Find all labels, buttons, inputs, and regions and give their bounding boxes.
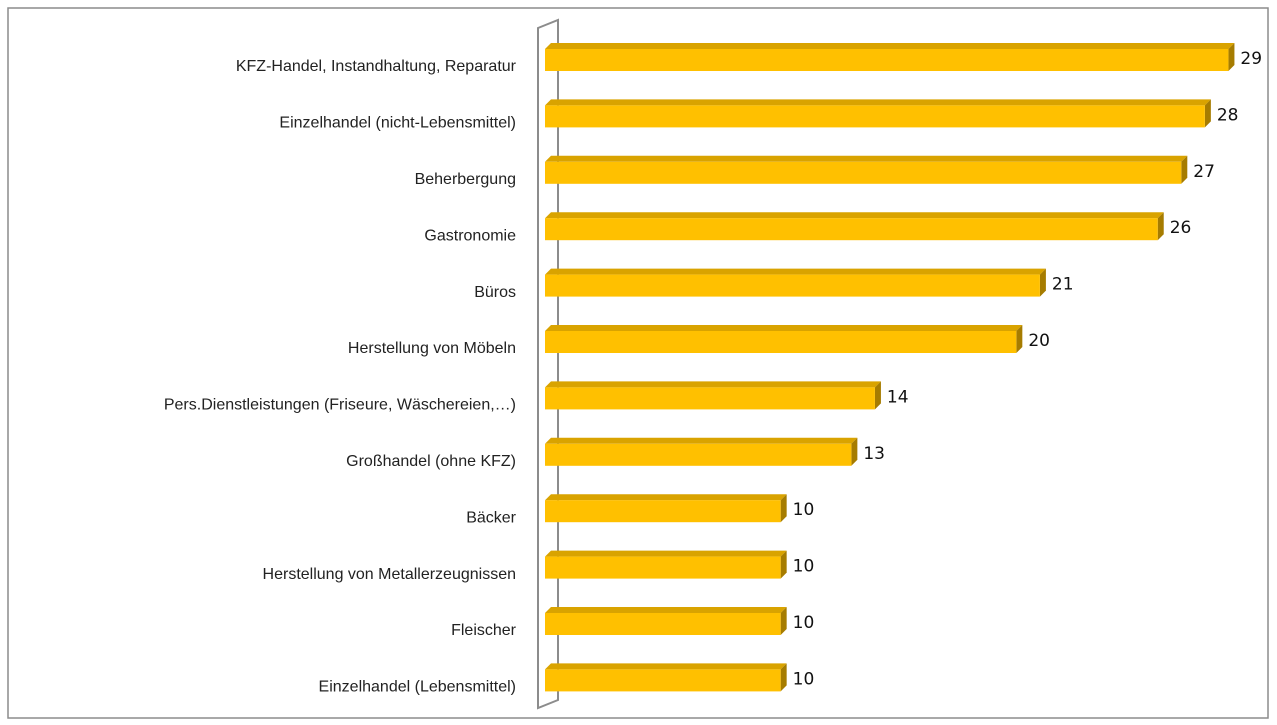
y-tick-label: Herstellung von Möbeln [348, 340, 516, 357]
value-label: 14 [887, 387, 909, 407]
bar-top [545, 43, 1235, 49]
bar-top [545, 550, 787, 557]
value-label: 10 [793, 669, 815, 689]
bar [545, 161, 1182, 184]
value-label: 21 [1052, 275, 1074, 295]
value-label: 20 [1028, 331, 1050, 351]
bar-top [545, 494, 787, 501]
bar-top [545, 325, 1023, 331]
bar-side [780, 550, 787, 579]
bar [545, 331, 1017, 353]
bar-top [545, 99, 1211, 106]
bar [545, 669, 781, 692]
y-tick-label: Gastronomie [424, 227, 516, 244]
bar-side [780, 494, 787, 523]
bar [545, 105, 1205, 128]
bar-top [545, 381, 881, 388]
value-label: 28 [1217, 105, 1239, 125]
value-label: 29 [1240, 49, 1262, 69]
bar [545, 613, 781, 635]
bar-top [545, 268, 1046, 275]
bar [545, 387, 875, 410]
y-tick-label: Pers.Dienstleistungen (Friseure, Wäscher… [164, 397, 516, 414]
bar-top [545, 663, 787, 670]
y-tick-label: Einzelhandel (nicht-Lebensmittel) [279, 115, 516, 132]
bar-top [545, 607, 787, 613]
bar [545, 218, 1158, 241]
y-tick-label: KFZ-Handel, Instandhaltung, Reparatur [236, 58, 517, 75]
bar-top [545, 155, 1188, 162]
bar [545, 49, 1229, 71]
y-tick-label: Fleischer [451, 622, 517, 639]
value-label: 13 [863, 444, 885, 464]
bar-side [1228, 43, 1235, 71]
y-tick-label: Einzelhandel (Lebensmittel) [319, 679, 516, 696]
bar [545, 500, 781, 523]
value-label: 27 [1193, 162, 1215, 182]
bar-side [874, 381, 881, 410]
back-wall [537, 18, 559, 710]
bar [545, 274, 1040, 297]
bar-side [1181, 155, 1188, 184]
value-label: 10 [793, 557, 815, 577]
y-tick-label: Herstellung von Metallerzeugnissen [263, 566, 516, 583]
y-tick-label: Büros [474, 284, 516, 301]
bar [545, 443, 852, 466]
bar-side [1039, 268, 1046, 297]
bar-top [545, 212, 1164, 219]
bar [545, 556, 781, 579]
y-tick-label: Beherbergung [415, 171, 516, 188]
bar-side [1157, 212, 1164, 241]
y-tick-label: Bäcker [466, 509, 516, 526]
bar-top [545, 437, 858, 444]
bar-side [851, 437, 858, 466]
y-tick-label: Großhandel (ohne KFZ) [346, 453, 516, 470]
value-label: 26 [1170, 218, 1192, 238]
bar-side [1204, 99, 1211, 128]
bar-side [780, 607, 787, 635]
value-label: 10 [793, 613, 815, 633]
bar-side [1016, 325, 1023, 353]
value-label: 10 [793, 500, 815, 520]
bar-side [780, 663, 787, 692]
